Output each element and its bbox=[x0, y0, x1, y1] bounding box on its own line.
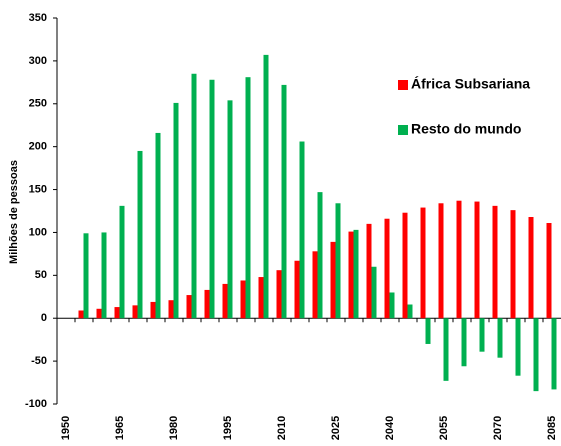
y-tick-label: 200 bbox=[29, 141, 47, 153]
legend-swatch bbox=[398, 125, 408, 135]
x-tick-label: 2010 bbox=[276, 416, 288, 440]
bar bbox=[335, 203, 341, 319]
bar bbox=[96, 308, 102, 319]
bar bbox=[312, 251, 318, 319]
bar bbox=[515, 318, 521, 376]
bar bbox=[371, 266, 377, 319]
bar bbox=[204, 289, 210, 319]
bar bbox=[330, 241, 336, 319]
bar bbox=[348, 231, 354, 319]
y-tick-label: -50 bbox=[31, 355, 47, 367]
bar bbox=[461, 318, 467, 367]
bar bbox=[528, 217, 534, 319]
bar bbox=[186, 295, 192, 319]
bar bbox=[83, 233, 89, 319]
x-tick-label: 2085 bbox=[546, 416, 558, 440]
bar bbox=[245, 77, 251, 319]
y-tick-label: 0 bbox=[41, 312, 47, 324]
bar bbox=[119, 205, 125, 319]
y-tick-label: 350 bbox=[29, 12, 47, 24]
bar bbox=[366, 223, 372, 319]
bar bbox=[155, 132, 161, 319]
bar bbox=[443, 318, 449, 381]
bar bbox=[294, 260, 300, 319]
bar bbox=[492, 205, 498, 319]
y-axis-label: Milhões de pessoas bbox=[8, 160, 20, 264]
bar bbox=[479, 318, 485, 352]
bar bbox=[132, 305, 138, 319]
y-tick-label: 300 bbox=[29, 55, 47, 67]
bar bbox=[281, 84, 287, 319]
bar bbox=[78, 310, 84, 319]
y-tick-label: 150 bbox=[29, 183, 47, 195]
bar bbox=[389, 292, 395, 319]
bar bbox=[317, 192, 323, 319]
bar bbox=[240, 280, 246, 319]
bar bbox=[533, 318, 539, 392]
bar bbox=[173, 102, 179, 319]
bar bbox=[209, 79, 215, 319]
bar bbox=[497, 318, 503, 358]
bar bbox=[474, 201, 480, 319]
bar bbox=[263, 54, 269, 319]
bar bbox=[420, 207, 426, 319]
bar bbox=[407, 304, 413, 319]
bar bbox=[101, 232, 107, 319]
bar bbox=[456, 200, 462, 319]
x-tick-label: 2070 bbox=[492, 416, 504, 440]
y-tick-label: 100 bbox=[29, 226, 47, 238]
bar bbox=[299, 141, 305, 319]
bar bbox=[150, 301, 156, 319]
legend-label: África Subsariana bbox=[411, 76, 530, 92]
legend-label: Resto do mundo bbox=[411, 121, 521, 137]
bar bbox=[353, 229, 359, 319]
bar bbox=[168, 300, 174, 319]
y-tick-label: 50 bbox=[35, 269, 47, 281]
bar bbox=[114, 307, 120, 319]
bar bbox=[137, 150, 143, 319]
bar bbox=[438, 203, 444, 319]
bar bbox=[258, 277, 264, 319]
bar bbox=[551, 318, 557, 390]
bar bbox=[546, 223, 552, 319]
y-tick-label: -100 bbox=[25, 398, 47, 410]
y-tick-label: 250 bbox=[29, 98, 47, 110]
bar bbox=[510, 210, 516, 319]
x-tick-label: 1980 bbox=[168, 416, 180, 440]
x-tick-label: 2055 bbox=[438, 416, 450, 440]
x-tick-label: 1995 bbox=[222, 416, 234, 440]
bar bbox=[276, 270, 282, 319]
bar bbox=[384, 218, 390, 319]
legend-swatch bbox=[398, 80, 408, 90]
x-tick-label: 1965 bbox=[114, 416, 126, 440]
bar bbox=[227, 100, 233, 319]
bar bbox=[191, 73, 197, 319]
x-tick-label: 2040 bbox=[384, 416, 396, 440]
x-tick-label: 1950 bbox=[60, 416, 72, 440]
x-tick-label: 2025 bbox=[330, 416, 342, 440]
bar bbox=[425, 318, 431, 344]
bar bbox=[402, 212, 408, 319]
bar bbox=[222, 283, 228, 319]
